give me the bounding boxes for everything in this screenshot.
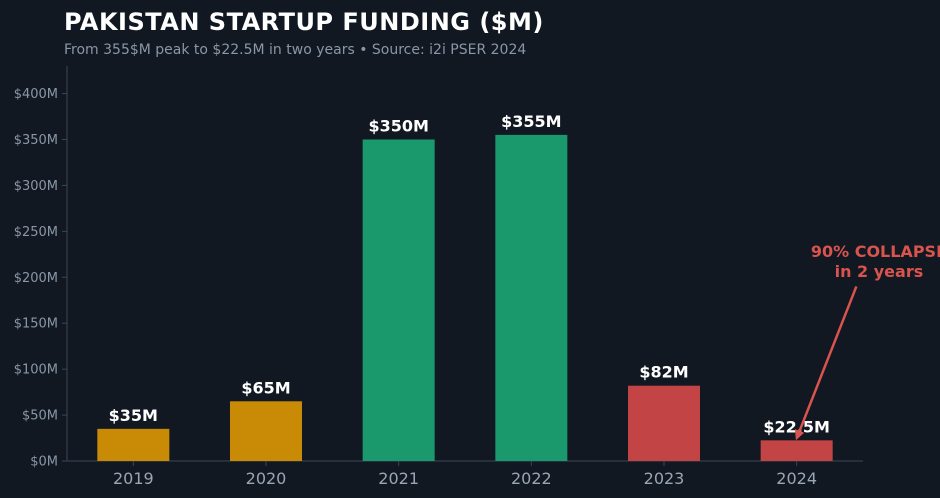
- x-tick-label-2020: 2020: [246, 469, 287, 488]
- x-tick-label-2024: 2024: [776, 469, 817, 488]
- x-tick-label-2023: 2023: [644, 469, 685, 488]
- data-label-2024: $22.5M: [763, 417, 830, 436]
- bar-2019: [97, 428, 170, 461]
- x-tick-label-2022: 2022: [511, 469, 552, 488]
- bar-2024: [760, 440, 833, 461]
- bars: $35M $65M $350M $355M $82M $22.5M: [97, 112, 833, 461]
- data-label-2022: $355M: [501, 112, 561, 131]
- bar-2021: [362, 139, 435, 461]
- data-label-2020: $65M: [241, 378, 290, 397]
- data-label-2023: $82M: [639, 363, 688, 382]
- annotation-arrow: [794, 286, 858, 441]
- y-tick-label: $200M: [14, 271, 58, 286]
- y-tick-label: $50M: [22, 409, 58, 424]
- y-tick-label: $100M: [14, 363, 58, 378]
- bar-2023: [628, 385, 700, 461]
- y-tick-label: $300M: [14, 179, 58, 194]
- y-tick-label: $150M: [14, 317, 58, 332]
- chart-subtitle: From 355$M peak to $22.5M in two years •…: [64, 42, 526, 58]
- bar-2020: [230, 401, 302, 461]
- x-tick-label-2019: 2019: [113, 469, 154, 488]
- axes: $0M $50M $100M $150M $200M $250M $300M $350M $40…: [14, 66, 863, 488]
- chart-title: PAKISTAN STARTUP FUNDING ($M): [64, 8, 544, 36]
- bar-2022: [495, 134, 568, 461]
- y-tick-label: $400M: [14, 87, 58, 102]
- y-tick-label: $350M: [14, 133, 58, 148]
- x-tick-label-2021: 2021: [378, 469, 419, 488]
- annotation-text-line: in 2 years: [835, 262, 924, 281]
- annotation-text-line: 90% COLLAPSE: [811, 242, 940, 261]
- y-tick-label: $0M: [30, 455, 58, 470]
- y-tick-label: $250M: [14, 225, 58, 240]
- data-label-2019: $35M: [109, 406, 158, 425]
- data-label-2021: $350M: [368, 116, 428, 135]
